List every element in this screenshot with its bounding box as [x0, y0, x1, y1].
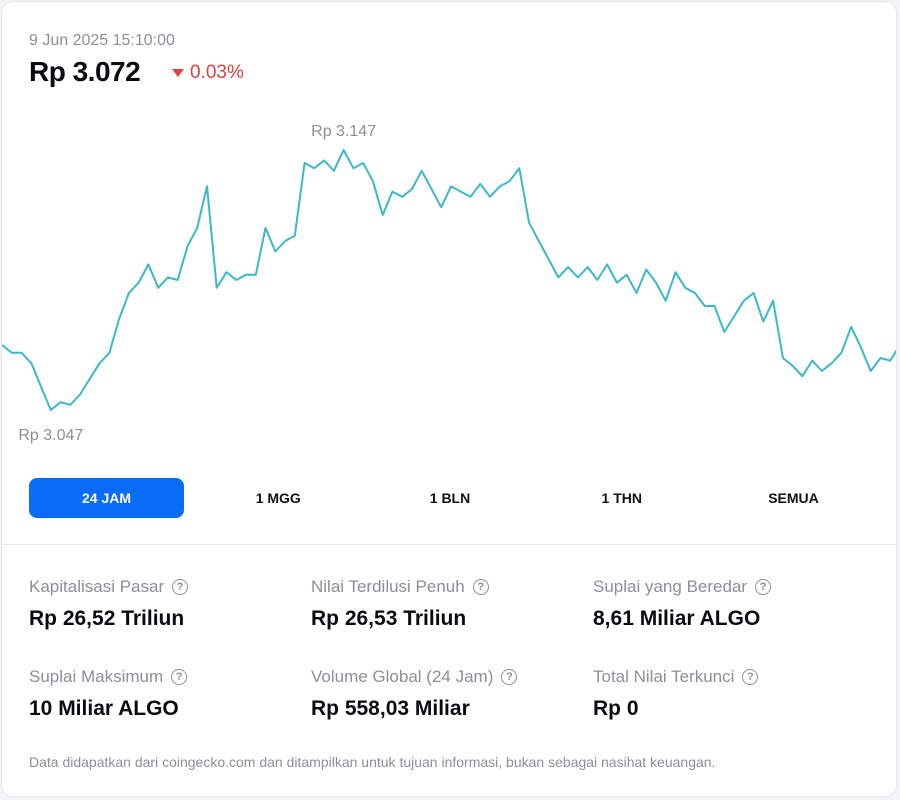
stat-label-text: Suplai Maksimum [29, 667, 164, 686]
stat-value: 8,61 Miliar ALGO [593, 607, 761, 630]
help-icon[interactable]: ? [472, 579, 489, 595]
down-icon [172, 69, 184, 77]
stat: Total Nilai Terkunci? Rp 0 [593, 666, 863, 721]
stat-label: Nilai Terdilusi Penuh? [311, 576, 581, 598]
help-icon[interactable]: ? [742, 669, 759, 685]
stat-value: Rp 0 [593, 697, 639, 720]
price-line [2, 149, 896, 411]
stat-value: Rp 558,03 Miliar [311, 697, 470, 720]
price-annotation: Rp 3.147 [311, 123, 376, 140]
stat-label: Volume Global (24 Jam)? [311, 666, 581, 688]
change-text: 0.03% [190, 62, 244, 83]
help-icon[interactable]: ? [172, 579, 189, 595]
help-icon[interactable]: ? [171, 669, 188, 685]
divider [2, 544, 896, 545]
stat-label-text: Volume Global (24 Jam) [311, 667, 494, 686]
tabs: 24 JAM 1 MGG 1 BLN 1 THN SEMUA [29, 478, 871, 518]
price: Rp 3.072 [29, 56, 141, 87]
stat-label: Total Nilai Terkunci? [593, 666, 863, 688]
footer: Data didapatkan dari coingecko.com dan d… [29, 754, 716, 770]
stat: Suplai yang Beredar? 8,61 Miliar ALGO [593, 576, 863, 631]
stat-label-text: Nilai Terdilusi Penuh [311, 577, 465, 596]
stat-label-text: Suplai yang Beredar [593, 577, 748, 596]
date: 9 Jun 2025 15:10:00 [29, 32, 175, 49]
range-tab[interactable]: 1 THN [601, 490, 642, 506]
stat-value: 10 Miliar ALGO [29, 697, 179, 720]
range-tab[interactable]: 24 JAM [29, 478, 184, 518]
stat-label: Suplai yang Beredar? [593, 576, 863, 598]
stat-label-text: Total Nilai Terkunci [593, 667, 735, 686]
change: 0.03% [172, 62, 244, 84]
stat: Nilai Terdilusi Penuh? Rp 26,53 Triliun [311, 576, 581, 631]
stat-label-text: Kapitalisasi Pasar [29, 577, 165, 596]
stat: Kapitalisasi Pasar? Rp 26,52 Triliun [29, 576, 299, 631]
stat-label: Kapitalisasi Pasar? [29, 576, 299, 598]
stat-label: Suplai Maksimum? [29, 666, 299, 688]
stat-value: Rp 26,52 Triliun [29, 607, 185, 630]
help-icon[interactable]: ? [501, 669, 518, 685]
chart: Rp 3.147 Rp 3.047 [2, 123, 896, 444]
help-icon[interactable]: ? [755, 579, 772, 595]
stat: Volume Global (24 Jam)? Rp 558,03 Miliar [311, 666, 581, 721]
range-tab[interactable]: SEMUA [768, 490, 819, 506]
stat: Suplai Maksimum? 10 Miliar ALGO [29, 666, 299, 721]
stat-value: Rp 26,53 Triliun [311, 607, 467, 630]
price-annotation: Rp 3.047 [18, 427, 83, 444]
range-tab[interactable]: 1 BLN [429, 490, 471, 506]
range-tab[interactable]: 1 MGG [255, 490, 301, 506]
